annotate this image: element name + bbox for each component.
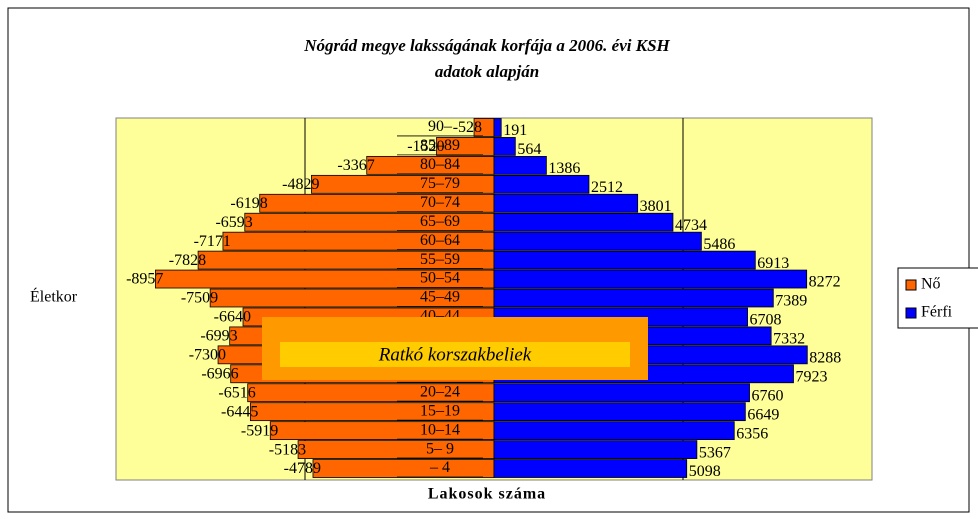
data-label: 5367 [699, 444, 731, 461]
annotation-text: Ratkó korszakbeliek [378, 344, 532, 365]
y-axis-label: Életkor [30, 287, 78, 306]
data-label: -7171 [194, 233, 231, 250]
data-label: 3801 [640, 198, 672, 215]
data-label: 564 [517, 141, 541, 158]
bar [493, 459, 688, 478]
data-label: 6356 [736, 425, 768, 442]
bar [493, 421, 735, 441]
y-tick-label: 45–49 [420, 289, 460, 306]
bar [493, 402, 746, 422]
data-label: -6198 [230, 195, 267, 212]
data-label: 8272 [809, 274, 841, 291]
y-tick-label: 20–24 [420, 383, 460, 400]
data-label: 7389 [775, 293, 807, 310]
y-tick-label: 5– 9 [426, 440, 454, 457]
bar [493, 174, 590, 194]
chart-title: Nógrád megye laksságának korfája a 2006.… [303, 36, 670, 81]
bar [297, 440, 495, 459]
bar [493, 383, 750, 403]
y-tick-label: 65–69 [420, 213, 460, 230]
data-label: -6516 [218, 384, 255, 401]
data-label: 5486 [703, 236, 735, 253]
y-tick-label: 55–59 [420, 251, 460, 268]
y-tick-label: 60–64 [420, 232, 460, 249]
bar [493, 440, 698, 459]
data-label: 6913 [757, 255, 789, 272]
data-label: -6640 [214, 309, 251, 326]
y-tick-label: 80–84 [420, 156, 460, 173]
data-label: 7332 [773, 331, 805, 348]
data-label: 4734 [675, 217, 707, 234]
bar [269, 421, 495, 441]
data-label: -4829 [282, 176, 319, 193]
data-label: 6649 [747, 406, 779, 423]
data-label: -528 [453, 119, 482, 136]
data-label: -7300 [189, 347, 226, 364]
data-label: -5919 [241, 422, 278, 439]
y-tick-label: 15–19 [420, 402, 460, 419]
bar [493, 193, 639, 213]
bar [311, 174, 495, 194]
data-label: -3367 [337, 157, 374, 174]
data-label: -6593 [215, 214, 252, 231]
data-label: -7509 [181, 290, 218, 307]
bar [493, 137, 516, 156]
data-label: 6708 [750, 312, 782, 329]
data-label: 7923 [795, 368, 827, 385]
y-tick-label: – 4 [429, 459, 450, 476]
data-label: 5098 [689, 463, 721, 480]
data-label: -6445 [221, 403, 258, 420]
legend-label: Férfi [921, 304, 953, 321]
bar [493, 231, 702, 251]
bar [493, 212, 674, 232]
data-label: -1520 [407, 138, 444, 155]
data-label: 2512 [591, 179, 623, 196]
data-label: -7828 [169, 252, 206, 269]
legend-swatch [905, 307, 917, 319]
data-label: -6966 [201, 365, 238, 382]
legend-swatch [905, 279, 917, 291]
data-label: -8957 [126, 271, 163, 288]
bar [312, 459, 495, 478]
data-label: 191 [503, 122, 527, 139]
y-tick-label: 50–54 [420, 270, 460, 287]
data-label: 6760 [752, 387, 784, 404]
data-label: 1386 [548, 160, 580, 177]
data-label: 8288 [809, 350, 841, 367]
bar [493, 155, 547, 175]
data-label: -6993 [200, 328, 237, 345]
y-tick-label: 10–14 [420, 421, 460, 438]
x-axis-label: Lakosok száma [428, 486, 546, 503]
data-label: -5183 [269, 441, 306, 458]
legend-label: Nő [921, 276, 941, 293]
y-tick-label: 90– [428, 118, 453, 135]
annotation-inner [280, 342, 630, 367]
y-tick-label: 75–79 [420, 175, 460, 192]
bar [493, 250, 756, 270]
y-tick-label: 85–89 [420, 137, 460, 154]
bar [493, 269, 808, 289]
bar [493, 118, 502, 137]
data-label: -4789 [284, 460, 321, 477]
y-tick-label: 70–74 [420, 194, 460, 211]
bar [493, 288, 774, 308]
